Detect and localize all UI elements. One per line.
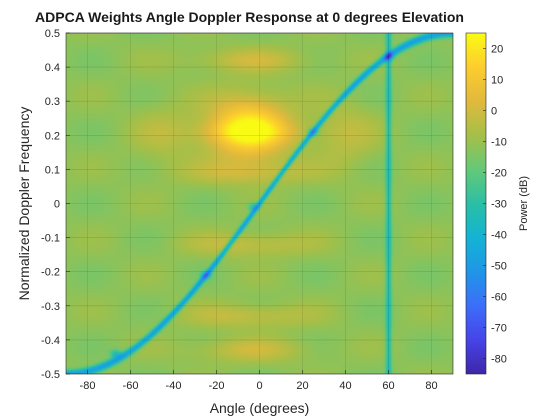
y-axis-label: Normalized Doppler Frequency (16, 107, 32, 301)
y-tick-label: -0.4 (41, 335, 60, 347)
colorbar-tick-label: -30 (491, 199, 507, 211)
colorbar-tick-label: -60 (491, 292, 507, 304)
colorbar-tick-label: -80 (491, 354, 507, 366)
x-tick-label: 60 (382, 380, 394, 392)
grid-lines (66, 32, 453, 375)
plot-area (66, 33, 453, 374)
x-axis-label: Angle (degrees) (210, 400, 310, 416)
colorbar-tick-label: 20 (491, 44, 503, 56)
colorbar-label: Power (dB) (518, 176, 530, 231)
y-tick-label: -0.1 (41, 233, 60, 245)
y-tick-label: 0.1 (45, 164, 60, 176)
colorbar-tick-label: -40 (491, 230, 507, 242)
colorbar-tick-label: -10 (491, 137, 507, 149)
colorbar-tick-label: 0 (491, 106, 497, 118)
colorbar-tick-label: -20 (491, 168, 507, 180)
y-tick-label: 0.5 (45, 28, 60, 40)
y-axis-ticks: 0.5 0.4 0.3 0.2 0.1 0 -0.1 -0.2 -0.3 -0.4 -0.5 (41, 28, 70, 381)
x-axis-ticks: -80 -60 -40 -20 0 20 40 60 80 (80, 370, 438, 392)
y-tick-label: -0.5 (41, 369, 60, 381)
colorbar-tick-label: -70 (491, 323, 507, 335)
y-tick-label: -0.3 (41, 301, 60, 313)
x-tick-label: -60 (123, 380, 139, 392)
colorbar-tick-label: -50 (491, 261, 507, 273)
x-tick-label: 0 (256, 380, 262, 392)
heatmap-image (66, 33, 453, 374)
chart-title: ADPCA Weights Angle Doppler Response at … (35, 9, 464, 25)
y-tick-label: 0.3 (45, 96, 60, 108)
x-tick-label: -80 (80, 380, 96, 392)
x-tick-label: 40 (339, 380, 351, 392)
x-tick-label: -20 (209, 380, 225, 392)
x-tick-label: -40 (166, 380, 182, 392)
y-tick-label: -0.2 (41, 267, 60, 279)
x-tick-label: 80 (425, 380, 437, 392)
colorbar (466, 33, 486, 374)
colorbar-gradient (466, 33, 486, 374)
colorbar-tick-label: 10 (491, 75, 503, 87)
plot-frame (65, 32, 454, 375)
x-tick-label: 20 (296, 380, 308, 392)
y-tick-label: 0.2 (45, 130, 60, 142)
colorbar-ticks: 20 10 0 -10 -20 -30 -40 -50 -60 -70 -80 (483, 44, 507, 366)
colorbar-frame (465, 32, 487, 375)
y-tick-label: 0 (54, 199, 60, 211)
y-tick-label: 0.4 (45, 62, 60, 74)
